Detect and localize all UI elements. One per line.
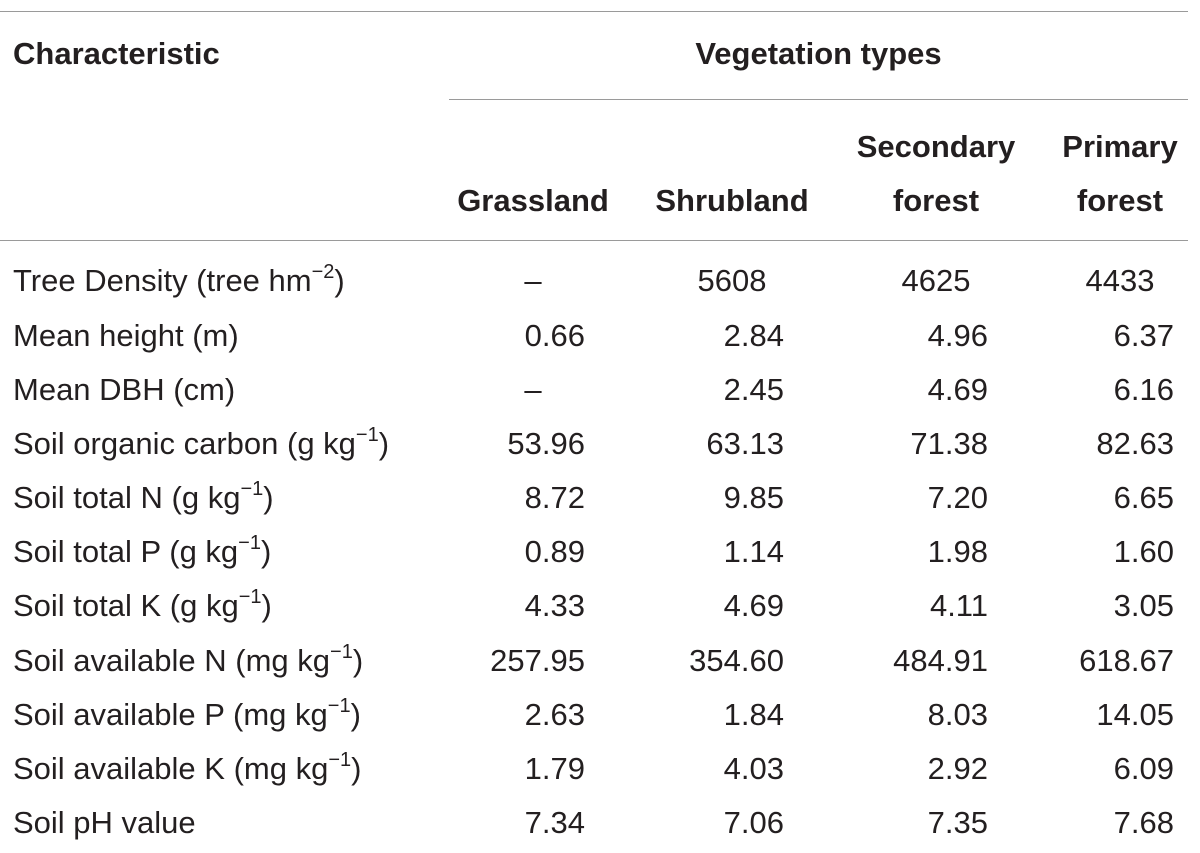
- table-cell: 2.45: [723, 372, 784, 407]
- table-cell: 2.92: [927, 751, 988, 786]
- row-label-suffix: ): [352, 643, 364, 678]
- table-cell: 4.69: [927, 372, 988, 407]
- row-label-superscript: −2: [311, 261, 335, 283]
- row-label: Soil total N (g kg−1): [13, 479, 274, 515]
- table-cell: 618.67: [1079, 643, 1174, 678]
- table-cell: 4625: [901, 263, 971, 298]
- row-label-text: Soil available N (mg kg: [13, 643, 331, 678]
- column-header-line2: Shrubland: [655, 183, 809, 218]
- column-header: Grassland: [433, 120, 633, 228]
- column-header-line1: [632, 120, 832, 174]
- group-header-rule: [449, 99, 1188, 100]
- row-label-suffix: ): [378, 426, 390, 461]
- column-header-line2: Grassland: [457, 183, 609, 218]
- table-cell: 4.33: [524, 588, 585, 623]
- table-cell: 354.60: [689, 643, 784, 678]
- group-header: Vegetation types: [695, 36, 942, 71]
- column-header: Primary forest: [1020, 120, 1200, 228]
- stub-header: Characteristic: [13, 36, 220, 71]
- column-header-line1: Primary: [1062, 129, 1178, 164]
- row-label-text: Soil total K (g kg: [13, 588, 239, 623]
- column-header-line1: Secondary: [856, 129, 1016, 164]
- row-label-superscript: −1: [328, 749, 352, 771]
- table-cell: 4.69: [723, 588, 784, 623]
- table-cell: 8.03: [927, 697, 988, 732]
- table-cell: 4.03: [723, 751, 784, 786]
- column-header: Shrubland: [632, 120, 832, 228]
- row-label-superscript: −1: [240, 478, 264, 500]
- row-label-text: Tree Density (tree hm: [13, 263, 312, 298]
- table-cell: 7.06: [723, 805, 784, 840]
- table-cell: 71.38: [910, 426, 988, 461]
- table-cell: 6.09: [1113, 751, 1174, 786]
- row-label-text: Soil organic carbon (g kg: [13, 426, 356, 461]
- row-label-suffix: ): [260, 534, 272, 569]
- row-label: Soil total K (g kg−1): [13, 587, 272, 623]
- table-cell: 53.96: [507, 426, 585, 461]
- row-label-superscript: −1: [355, 424, 379, 446]
- row-label-text: Soil available K (mg kg: [13, 751, 329, 786]
- table-cell: 63.13: [706, 426, 784, 461]
- table-cell: 6.16: [1113, 372, 1174, 407]
- row-label: Soil available N (mg kg−1): [13, 642, 364, 678]
- table-cell: 8.72: [524, 480, 585, 515]
- table-cell: 82.63: [1096, 426, 1174, 461]
- table-cell: 1.84: [723, 697, 784, 732]
- table-cell: 7.68: [1113, 805, 1174, 840]
- row-label-text: Soil pH value: [13, 805, 196, 840]
- table-cell: –: [524, 263, 542, 298]
- table-cell: 7.35: [927, 805, 988, 840]
- table-cell: 1.79: [524, 751, 585, 786]
- table-cell: 14.05: [1096, 697, 1174, 732]
- table-cell: 5608: [697, 263, 767, 298]
- table-cell: 1.60: [1113, 534, 1174, 569]
- table-cell: –: [524, 372, 542, 407]
- table-cell: 4.96: [927, 318, 988, 353]
- row-label: Mean height (m): [13, 320, 239, 351]
- table-cell: 1.98: [927, 534, 988, 569]
- table-cell: 4433: [1085, 263, 1155, 298]
- table-cell: 1.14: [723, 534, 784, 569]
- table-cell: 9.85: [723, 480, 784, 515]
- row-label-text: Soil total P (g kg: [13, 534, 239, 569]
- column-header-line1: [433, 120, 633, 174]
- row-label: Soil total P (g kg−1): [13, 533, 272, 569]
- row-label-text: Soil total N (g kg: [13, 480, 241, 515]
- row-label-superscript: −1: [238, 532, 261, 554]
- table-cell: 484.91: [893, 643, 988, 678]
- table-cell: 0.89: [524, 534, 585, 569]
- row-label-text: Mean DBH (cm): [13, 372, 236, 407]
- row-label-text: Mean height (m): [13, 318, 239, 353]
- table-cell: 2.63: [524, 697, 585, 732]
- row-label-suffix: ): [350, 697, 361, 732]
- row-label-suffix: ): [351, 751, 362, 786]
- table-cell: 3.05: [1113, 588, 1174, 623]
- table-cell: 6.65: [1113, 480, 1174, 515]
- top-rule: [0, 11, 1188, 12]
- column-header-line2: forest: [1076, 183, 1164, 218]
- row-label: Mean DBH (cm): [13, 374, 235, 405]
- column-header-line2: forest: [892, 183, 980, 218]
- table-cell: 4.11: [929, 588, 988, 623]
- row-label: Soil available K (mg kg−1): [13, 750, 362, 786]
- table-cell: 7.34: [524, 805, 585, 840]
- row-label-superscript: −1: [238, 586, 262, 608]
- row-label: Tree Density (tree hm−2): [13, 262, 345, 298]
- row-label: Soil pH value: [13, 807, 196, 838]
- table-cell: 257.95: [490, 643, 585, 678]
- header-rule: [0, 240, 1188, 241]
- table-cell: 6.37: [1113, 318, 1174, 353]
- row-label-text: Soil available P (mg kg: [13, 697, 328, 732]
- table-cell: 2.84: [723, 318, 784, 353]
- row-label-superscript: −1: [330, 641, 353, 663]
- table-cell: 0.66: [524, 318, 585, 353]
- table-cell: 7.20: [927, 480, 988, 515]
- row-label: Soil organic carbon (g kg−1): [13, 425, 390, 461]
- row-label-superscript: −1: [327, 695, 351, 717]
- row-label-suffix: ): [334, 263, 345, 298]
- row-label-suffix: ): [261, 588, 272, 623]
- row-label-suffix: ): [263, 480, 274, 515]
- row-label: Soil available P (mg kg−1): [13, 696, 361, 732]
- column-header: Secondary forest: [836, 120, 1036, 228]
